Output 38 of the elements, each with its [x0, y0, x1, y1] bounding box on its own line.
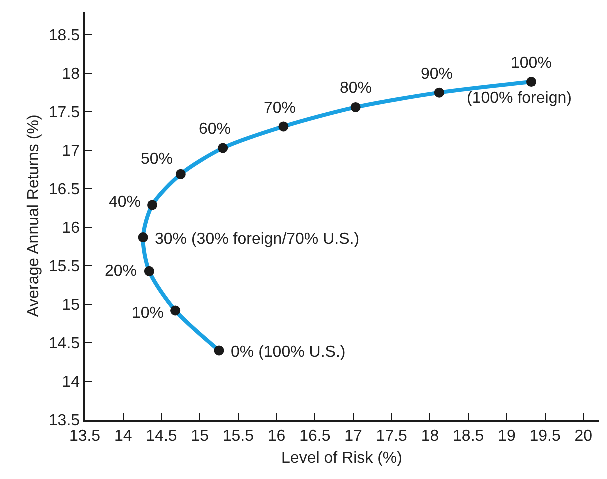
y-tick-label: 17 — [62, 143, 80, 160]
annotation: 90% — [421, 66, 454, 83]
x-tick-label: 17.5 — [376, 428, 408, 445]
x-axis-title: Level of Risk (%) — [282, 450, 402, 468]
annotation: 60% — [199, 121, 232, 138]
y-tick-label: 14 — [62, 374, 80, 392]
x-tick-label: 18.5 — [453, 428, 484, 445]
annotation: 10% — [132, 305, 164, 322]
x-tick-label: 19 — [498, 428, 516, 445]
annotation: 100% — [511, 55, 552, 72]
y-tick-label: 15 — [62, 297, 80, 314]
annotation: 20% — [105, 263, 138, 280]
annotation: 80% — [340, 80, 372, 97]
y-tick-label: 15.5 — [48, 258, 80, 276]
y-tick-label: 13.5 — [48, 412, 80, 430]
x-tick-label: 20 — [574, 428, 593, 445]
y-tick-label: 18.5 — [48, 28, 80, 45]
x-tick-label: 16 — [268, 428, 286, 445]
x-tick-label: 17 — [344, 428, 363, 445]
annotation: 30% (30% foreign/70% U.S.) — [155, 231, 360, 248]
x-tick-label: 18 — [421, 428, 440, 445]
annotation: 40% — [109, 194, 142, 211]
x-tick-label: 14 — [114, 428, 132, 445]
annotation: 50% — [141, 151, 174, 168]
x-tick-label: 15 — [191, 428, 210, 445]
y-tick-label: 17.5 — [48, 104, 80, 122]
x-tick-label: 14.5 — [146, 428, 178, 445]
y-tick-label: 14.5 — [48, 336, 80, 353]
x-tick-label: 15.5 — [222, 428, 254, 445]
annotation: 0% (100% U.S.) — [231, 344, 346, 361]
y-tick-label: 16.5 — [48, 182, 80, 199]
annotation: 70% — [264, 100, 296, 117]
y-tick-label: 18 — [62, 66, 80, 84]
annotation: (100% foreign) — [467, 90, 572, 107]
y-tick-label: 16 — [62, 220, 80, 238]
y-axis-title: Average Annual Returns (%) — [25, 114, 42, 318]
x-tick-label: 16.5 — [300, 428, 331, 445]
x-tick-label: 19.5 — [530, 428, 561, 445]
